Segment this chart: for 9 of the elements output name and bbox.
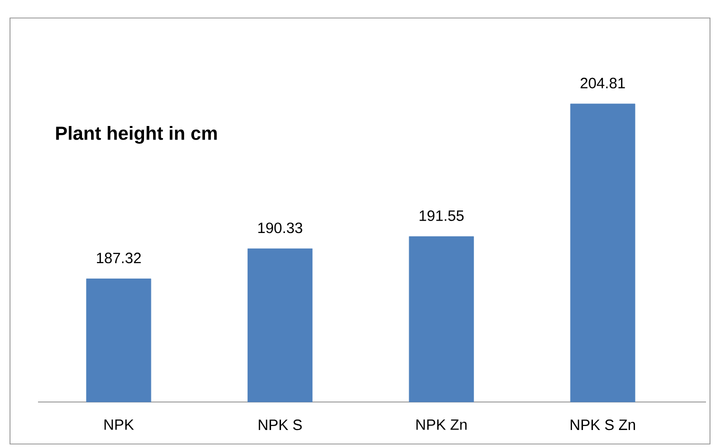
text: Plant height in cm bbox=[56, 126, 217, 144]
x-tick-label: NPK S bbox=[258, 420, 302, 430]
x-tick-label: NPK bbox=[104, 420, 134, 430]
data-label: 191.55 bbox=[420, 210, 464, 221]
data-label: 187.32 bbox=[96, 252, 141, 264]
x-tick-label: NPK S Zn bbox=[570, 420, 635, 430]
x-tick-label: NPK Zn bbox=[416, 420, 467, 430]
data-label: 204.81 bbox=[580, 78, 625, 88]
data-label: 190.33 bbox=[258, 222, 302, 234]
